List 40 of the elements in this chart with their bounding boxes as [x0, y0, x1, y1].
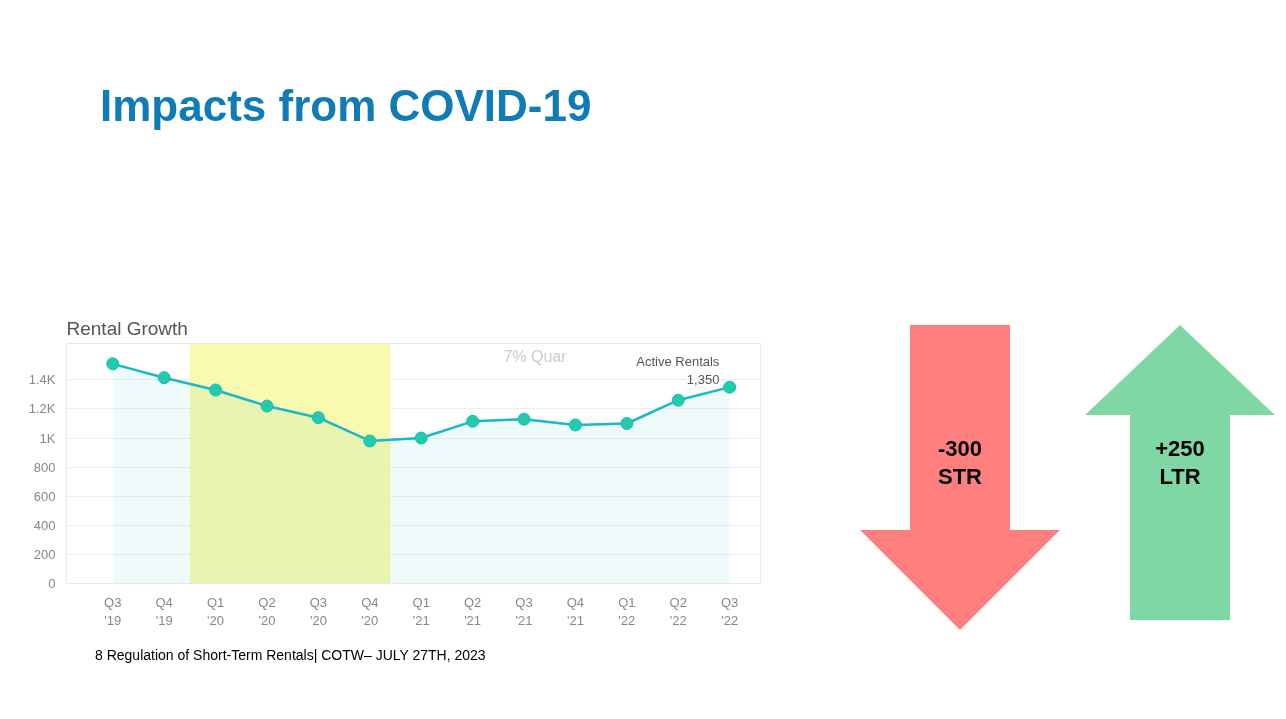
- y-tick-label: 1K: [39, 430, 56, 446]
- point: [209, 383, 223, 397]
- point: [723, 380, 737, 394]
- x-tick-label: Q2 '22: [669, 594, 687, 628]
- annotation: Active Rentals 1,350: [636, 354, 720, 388]
- x-tick-label: Q2 '21: [463, 594, 482, 628]
- x-tick-label: Q2 '20: [258, 594, 276, 628]
- text: 8 Regulation of Short-Term Rentals| COTW– JULY 27TH, 2023: [95, 646, 486, 665]
- x-tick-label: Q3 '22: [720, 594, 739, 628]
- point: [517, 412, 531, 426]
- chart-subtitle: Rental Growth: [66, 317, 188, 339]
- text: +250 LTR: [1154, 435, 1206, 491]
- y-tick-label: 800: [33, 459, 56, 475]
- x-tick-label: Q3 '20: [309, 594, 328, 628]
- x-tick-label: Q4 '20: [361, 594, 379, 628]
- x-tick-label: Q1 '22: [618, 594, 636, 628]
- point: [260, 399, 274, 413]
- x-tick-label: Q4 '19: [155, 594, 173, 628]
- point: [671, 393, 685, 407]
- x-tick-label: Q3 '19: [104, 594, 122, 628]
- y-tick-label: 1.4K: [28, 372, 56, 388]
- point: [414, 431, 428, 445]
- point: [106, 357, 120, 371]
- x-tick-label: Q4 '21: [566, 594, 585, 628]
- y-tick-label: 1.2K: [28, 401, 56, 417]
- x-tick-label: Q1 '20: [206, 594, 225, 628]
- point: [157, 371, 171, 385]
- y-tick-label: 200: [33, 546, 56, 562]
- y-tick-label: 600: [33, 488, 56, 504]
- point: [568, 418, 582, 432]
- y-tick-label: 400: [33, 517, 56, 533]
- x-tick-label: Q3 '21: [515, 594, 533, 628]
- point: [466, 414, 480, 428]
- text: -300 STR: [936, 435, 983, 491]
- point: [620, 417, 634, 430]
- chart-title: Impacts from COVID-19: [100, 80, 592, 132]
- point: [363, 434, 377, 448]
- x-tick-label: Q1 '21: [412, 594, 430, 628]
- point: [311, 411, 325, 425]
- y-tick-label: 0: [48, 576, 56, 591]
